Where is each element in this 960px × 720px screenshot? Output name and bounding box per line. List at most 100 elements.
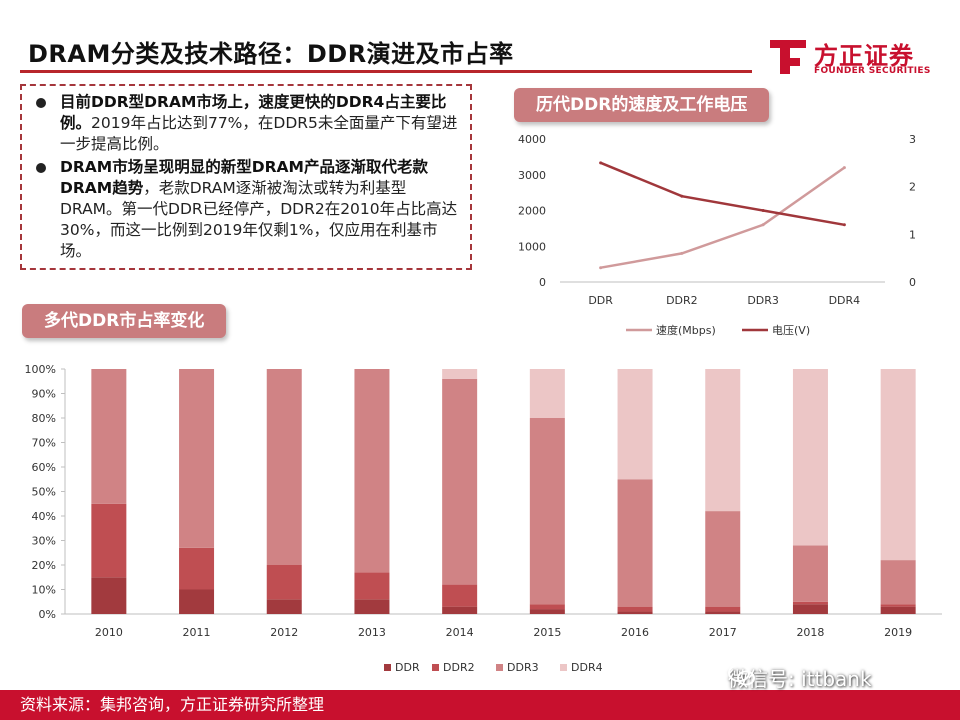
bar-segment-ddr (179, 589, 215, 614)
series-point (842, 223, 846, 227)
bullet-bold-text: DRAM市场呈现明显的新型DRAM产品逐渐取代老款DRAM趋势 (60, 158, 428, 197)
series-line-1 (600, 161, 845, 227)
y-tick-label: 60% (32, 461, 56, 474)
y-tick-label: 40% (32, 510, 56, 523)
x-tick-label: DDR4 (829, 294, 861, 307)
bar-segment-ddr4 (880, 369, 916, 561)
legend-swatch (560, 664, 567, 671)
x-tick-label: 2019 (884, 626, 912, 639)
bar-segment-ddr2 (705, 606, 741, 612)
series-point (680, 251, 684, 255)
bullet-dot-icon (36, 98, 46, 108)
legend-label: DDR2 (443, 661, 475, 674)
bar-segment-ddr3 (266, 369, 302, 565)
y-left-tick-label: 3000 (518, 169, 546, 182)
y-right-tick-label: 1 (909, 228, 916, 241)
legend-label: 电压(V) (772, 324, 810, 337)
y-tick-label: 50% (32, 486, 56, 499)
y-tick-label: 80% (32, 412, 56, 425)
bar-segment-ddr2 (442, 584, 478, 607)
summary-box: 目前DDR型DRAM市场上，速度更快的DDR4占主要比例。2019年占比达到77… (20, 84, 472, 270)
y-right-tick-label: 0 (909, 276, 916, 289)
bar-segment-ddr4 (529, 369, 565, 418)
x-tick-label: DDR (588, 294, 613, 307)
y-left-tick-label: 4000 (518, 133, 546, 146)
bar-segment-ddr (91, 577, 127, 614)
legend-label: DDR3 (507, 661, 539, 674)
source-note: 资料来源：集邦咨询，方正证券研究所整理 (20, 695, 325, 714)
bar-segment-ddr3 (705, 511, 741, 607)
legend-label: DDR4 (571, 661, 603, 674)
x-tick-label: 2011 (183, 626, 211, 639)
legend-swatch (384, 664, 391, 671)
bar-segment-ddr (354, 599, 390, 614)
watermark-text: 微信号: ittbank (728, 666, 872, 691)
series-point (680, 194, 684, 198)
bar-segment-ddr4 (705, 369, 741, 512)
page-title: DRAM分类及技术路径：DDR演进及市占率 (28, 40, 514, 68)
y-right-tick-label: 3 (909, 133, 916, 146)
x-tick-label: 2017 (709, 626, 737, 639)
x-tick-label: DDR2 (666, 294, 698, 307)
bar-segment-ddr2 (91, 503, 127, 578)
bar-segment-ddr2 (792, 601, 828, 605)
y-left-tick-label: 0 (539, 276, 546, 289)
legend-swatch (432, 664, 439, 671)
bar-segment-ddr3 (617, 479, 653, 607)
bullet-item: 目前DDR型DRAM市场上，速度更快的DDR4占主要比例。2019年占比达到77… (34, 92, 460, 155)
series-line-0 (600, 166, 846, 269)
x-tick-label: DDR3 (747, 294, 779, 307)
bar-segment-ddr (266, 599, 302, 614)
wechat-icon (728, 664, 755, 686)
y-tick-label: 10% (32, 584, 56, 597)
bullet-item: DRAM市场呈现明显的新型DRAM产品逐渐取代老款DRAM趋势，老款DRAM逐渐… (34, 157, 460, 262)
y-tick-label: 90% (32, 388, 56, 401)
bar-segment-ddr (442, 606, 478, 614)
bar-segment-ddr3 (91, 369, 127, 504)
x-tick-label: 2013 (358, 626, 386, 639)
bar-segment-ddr (529, 609, 565, 614)
legend-label: 速度(Mbps) (656, 323, 716, 337)
bar-segment-ddr2 (529, 604, 565, 610)
x-tick-label: 2016 (621, 626, 649, 639)
y-tick-label: 70% (32, 437, 56, 450)
bar-segment-ddr3 (354, 369, 390, 573)
logo-text-cn: 方正证券 (814, 42, 914, 70)
y-tick-label: 20% (32, 559, 56, 572)
bar-segment-ddr2 (179, 547, 215, 590)
company-logo: 方正证券 FOUNDER SECURITIES (768, 36, 938, 82)
legend-label: DDR (395, 661, 420, 674)
logo-text-en: FOUNDER SECURITIES (814, 66, 931, 76)
x-tick-label: 2018 (796, 626, 824, 639)
series-point (599, 266, 603, 270)
watermark: 微信号: ittbank (728, 664, 872, 691)
bar-segment-ddr3 (442, 378, 478, 585)
bar-segment-ddr (792, 604, 828, 614)
bar-segment-ddr (705, 611, 741, 614)
y-tick-label: 30% (32, 535, 56, 548)
source-bar (0, 690, 960, 720)
series-point (761, 209, 765, 212)
title-divider (20, 70, 752, 73)
x-tick-label: 2012 (270, 626, 298, 639)
x-tick-label: 2010 (95, 626, 123, 639)
bar-segment-ddr3 (529, 418, 565, 605)
bullet-dot-icon (36, 163, 46, 173)
bar-segment-ddr (617, 611, 653, 614)
x-tick-label: 2014 (446, 626, 474, 639)
series-point (842, 166, 846, 170)
bar-segment-ddr3 (179, 369, 215, 548)
y-right-tick-label: 2 (909, 181, 916, 194)
y-left-tick-label: 1000 (518, 240, 546, 253)
bullet-text: 2019年占比达到77%，在DDR5未全面量产下有望进一步提高比例。 (60, 114, 458, 153)
line-chart-title: 历代DDR的速度及工作电压 (514, 88, 770, 122)
bar-segment-ddr2 (880, 604, 916, 607)
series-point (761, 223, 765, 227)
bar-segment-ddr2 (266, 565, 302, 600)
x-tick-label: 2015 (533, 626, 561, 639)
bar-segment-ddr4 (792, 369, 828, 546)
y-tick-label: 100% (25, 363, 56, 376)
bar-segment-ddr (880, 606, 916, 614)
